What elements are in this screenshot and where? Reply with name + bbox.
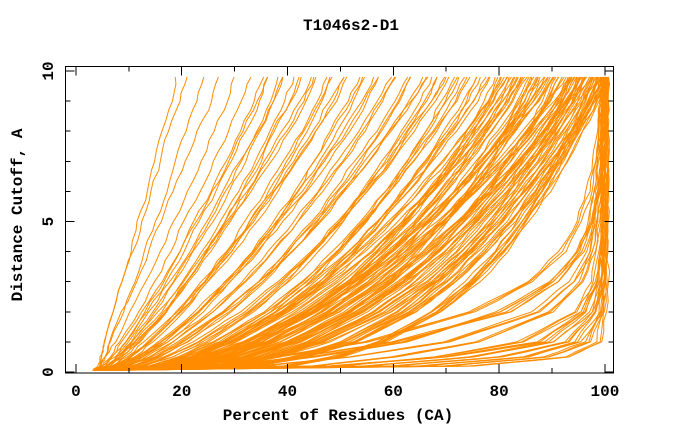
model-curve [94, 76, 235, 371]
model-curve [93, 76, 586, 371]
model-curve [92, 76, 594, 371]
y-tick-label: 10 [40, 61, 58, 80]
model-curve [94, 76, 487, 371]
model-curve [92, 76, 611, 371]
model-curve [94, 76, 573, 371]
model-curve [96, 76, 450, 371]
model-curve [93, 76, 607, 371]
model-curve [94, 76, 396, 371]
model-curve [92, 76, 447, 371]
model-curve [93, 76, 592, 371]
model-curve [93, 76, 581, 371]
model-curve [96, 76, 603, 371]
model-curve [95, 76, 375, 371]
model-curve [93, 76, 361, 371]
x-tick-label: 40 [278, 383, 297, 401]
model-curve [93, 76, 302, 371]
plot-frame [65, 66, 614, 374]
x-axis-label: Percent of Residues (CA) [223, 407, 453, 425]
model-curve [93, 76, 605, 371]
model-curve [95, 76, 577, 371]
y-axis-label: Distance Cutoff, A [9, 128, 27, 301]
model-curve [94, 76, 348, 371]
model-curve [92, 76, 312, 371]
model-curve [92, 76, 549, 371]
model-curve [92, 76, 409, 371]
model-curve [95, 76, 606, 371]
model-curve [94, 76, 603, 371]
model-curves-layer [92, 76, 611, 371]
model-curve [93, 76, 331, 371]
model-curve [93, 76, 252, 371]
model-curve [94, 76, 602, 371]
model-curve [93, 76, 446, 371]
model-curve [93, 76, 603, 371]
model-curve [96, 76, 429, 371]
model-curve [96, 76, 571, 371]
model-curve [93, 76, 537, 371]
model-curve [92, 76, 345, 371]
model-curve [95, 76, 559, 371]
x-tick-label: 60 [384, 383, 403, 401]
chart-title: T1046s2-D1 [303, 17, 399, 35]
model-curve [92, 76, 315, 371]
model-curve [95, 76, 587, 371]
model-curve [93, 76, 188, 371]
axes-layer [65, 66, 614, 374]
tick-label-layer: 0 20 40 60 80 100 0 5 10 [40, 61, 619, 401]
x-tick-label: 0 [71, 383, 81, 401]
y-tick-label: 0 [40, 367, 58, 377]
model-curve [96, 76, 466, 371]
model-curve [94, 76, 468, 371]
model-curve [95, 76, 317, 371]
model-curve [94, 76, 583, 371]
y-tick-label: 5 [40, 217, 58, 227]
model-curve [95, 76, 424, 371]
model-curve [92, 76, 177, 371]
model-curve [96, 76, 575, 371]
model-curve [94, 76, 393, 371]
model-curve [96, 76, 563, 371]
x-tick-label: 100 [590, 383, 619, 401]
x-tick-label: 80 [489, 383, 508, 401]
model-curve [95, 76, 265, 371]
model-curve [95, 76, 518, 371]
x-tick-label: 20 [172, 383, 191, 401]
model-curve [94, 76, 279, 371]
model-curve [95, 76, 379, 371]
model-curve [95, 76, 539, 371]
model-curve [95, 76, 502, 371]
